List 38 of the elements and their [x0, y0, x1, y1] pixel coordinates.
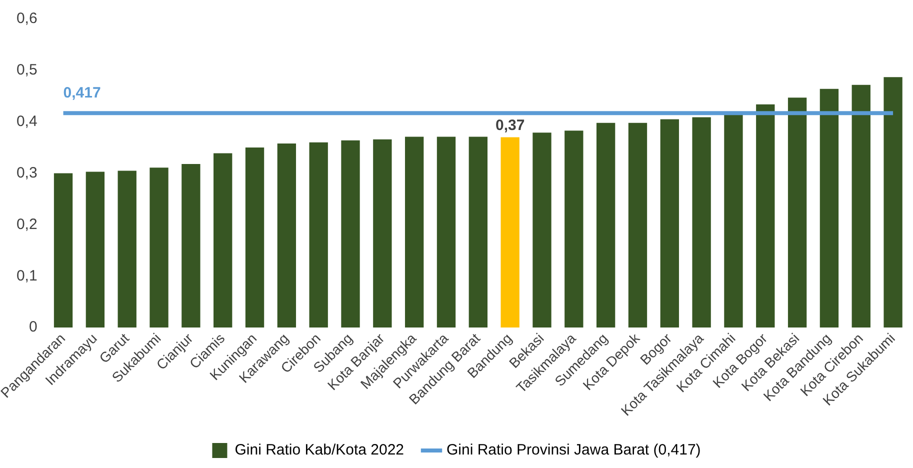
y-tick-label: 0,3	[16, 164, 38, 182]
y-tick-label: 0,1	[16, 267, 38, 284]
bar	[86, 172, 105, 328]
y-tick-label: 0,6	[16, 10, 38, 28]
bar	[214, 153, 232, 328]
bar	[596, 122, 616, 328]
bar	[628, 122, 648, 328]
bar	[436, 136, 456, 328]
bar	[660, 119, 679, 328]
bar	[884, 77, 902, 328]
bar	[724, 113, 743, 328]
bar	[820, 88, 839, 328]
bar	[182, 164, 200, 328]
annotation: 0,417	[63, 84, 101, 102]
bar	[564, 130, 584, 328]
y-tick-label: 0,2	[16, 216, 38, 233]
bar	[405, 136, 424, 328]
bar	[118, 170, 136, 328]
y-tick-label: 0,4	[16, 112, 38, 130]
bar	[692, 117, 711, 328]
bar	[468, 136, 488, 328]
y-tick-label: 0,5	[16, 62, 38, 79]
bar	[150, 168, 168, 328]
bar	[341, 140, 360, 328]
y-tick-label: 0	[28, 318, 38, 336]
bar	[788, 98, 807, 328]
legend-label: Gini Ratio Kab/Kota 2022	[234, 442, 404, 459]
bar	[54, 173, 73, 328]
bar	[756, 104, 775, 328]
data-label: 0,37	[495, 116, 525, 134]
bar	[309, 142, 328, 328]
bar	[373, 139, 392, 328]
bar	[532, 132, 552, 328]
bar	[500, 137, 520, 328]
bar	[245, 148, 264, 328]
bar	[852, 84, 870, 328]
legend-label: Gini Ratio Provinsi Jawa Barat (0,417)	[446, 442, 701, 459]
bar	[277, 143, 296, 328]
